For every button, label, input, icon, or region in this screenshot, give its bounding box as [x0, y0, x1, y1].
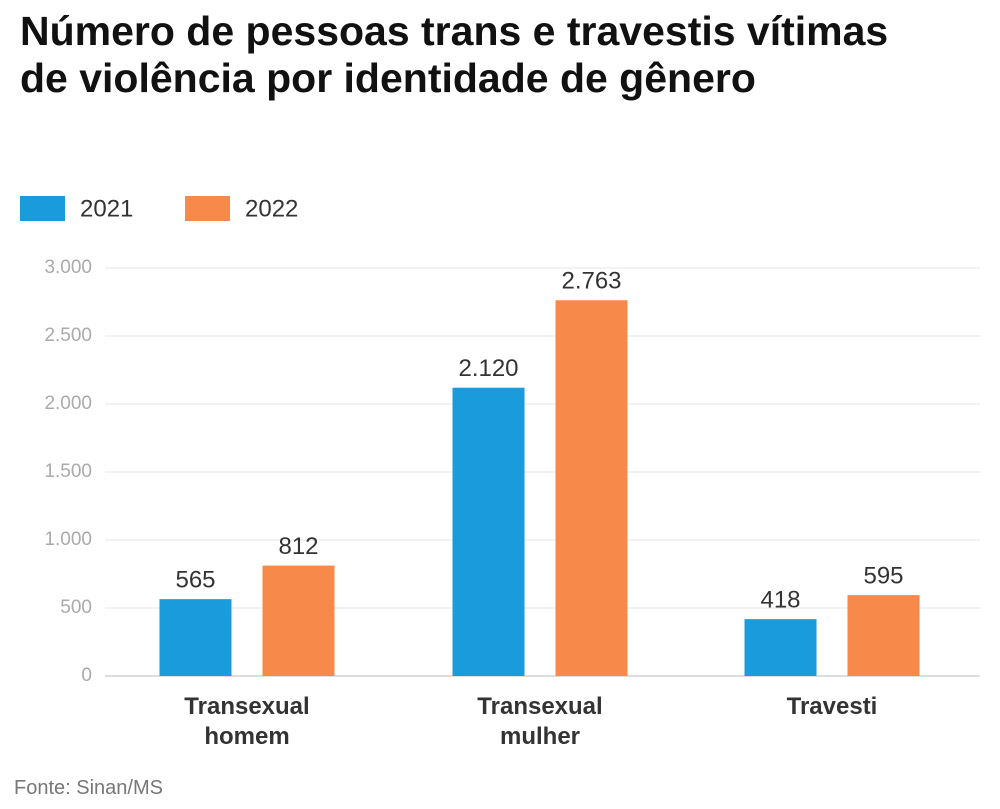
value-label: 2.120: [458, 355, 518, 382]
y-tick-label: 1.000: [44, 529, 92, 550]
source: Fonte: Sinan/MS: [14, 777, 163, 799]
legend-swatch: [185, 196, 230, 221]
legend-label: 2021: [80, 195, 133, 222]
value-label: 812: [278, 533, 318, 560]
bar: [847, 595, 920, 676]
value-label: 418: [760, 586, 800, 613]
bar: [452, 387, 525, 676]
y-tick-label: 3.000: [44, 257, 92, 278]
bar: [159, 599, 232, 676]
bar: [262, 565, 335, 676]
y-tick-label: 500: [60, 597, 92, 618]
x-tick-label: Transexual homem: [184, 693, 310, 750]
bar: [744, 619, 817, 676]
y-tick-label: 2.500: [44, 325, 92, 346]
chart-title: Número de pessoas trans e travestis víti…: [20, 8, 889, 101]
value-label: 2.763: [561, 268, 621, 295]
y-tick-label: 2.000: [44, 393, 92, 414]
value-label: 595: [863, 562, 903, 589]
value-label: 565: [175, 567, 215, 594]
x-tick-label: Transexual mulher: [477, 693, 603, 750]
y-tick-label: 1.500: [44, 461, 92, 482]
legend-label: 2022: [245, 195, 298, 222]
y-tick-label: 0: [81, 665, 92, 686]
x-tick-label: Travesti: [786, 693, 878, 720]
legend-swatch: [20, 196, 65, 221]
bar: [555, 300, 628, 676]
